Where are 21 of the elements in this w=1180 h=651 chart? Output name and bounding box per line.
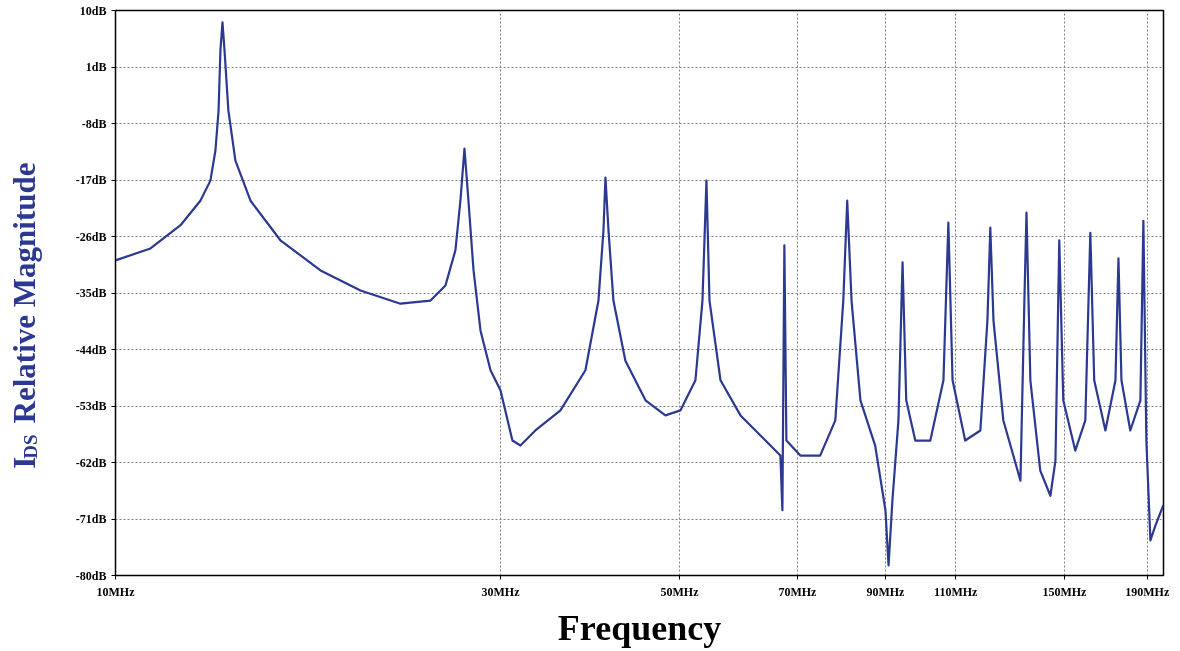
x-tick-label: 190MHz [1125,584,1170,599]
y-tick-label: -53dB [75,399,107,413]
y-tick-label: -8dB [81,116,107,131]
y-tick-label: -26dB [75,229,107,244]
y-tick-label: -62dB [75,455,107,470]
x-tick-label: 110MHz [934,584,979,599]
y-axis-title: IDS Relative Magnitude [7,162,42,469]
y-tick-label: 10dB [79,3,107,18]
x-tick-label: 30MHz [481,584,521,599]
x-tick-label: 90MHz [866,584,906,599]
x-tick-label: 150MHz [1042,584,1088,599]
x-tick-label: 10MHz [96,584,136,599]
y-tick-label: -44dB [75,342,107,357]
x-axis-title: Frequency [557,607,722,648]
y-tick-label: -80dB [75,568,107,583]
y-tick-label: 1dB [85,60,107,74]
x-tick-label: 50MHz [660,584,700,599]
y-tick-label: -35dB [75,286,107,300]
x-tick-label: 70MHz [778,584,818,599]
y-tick-label: -17dB [75,173,107,187]
y-tick-label: -71dB [75,512,107,526]
